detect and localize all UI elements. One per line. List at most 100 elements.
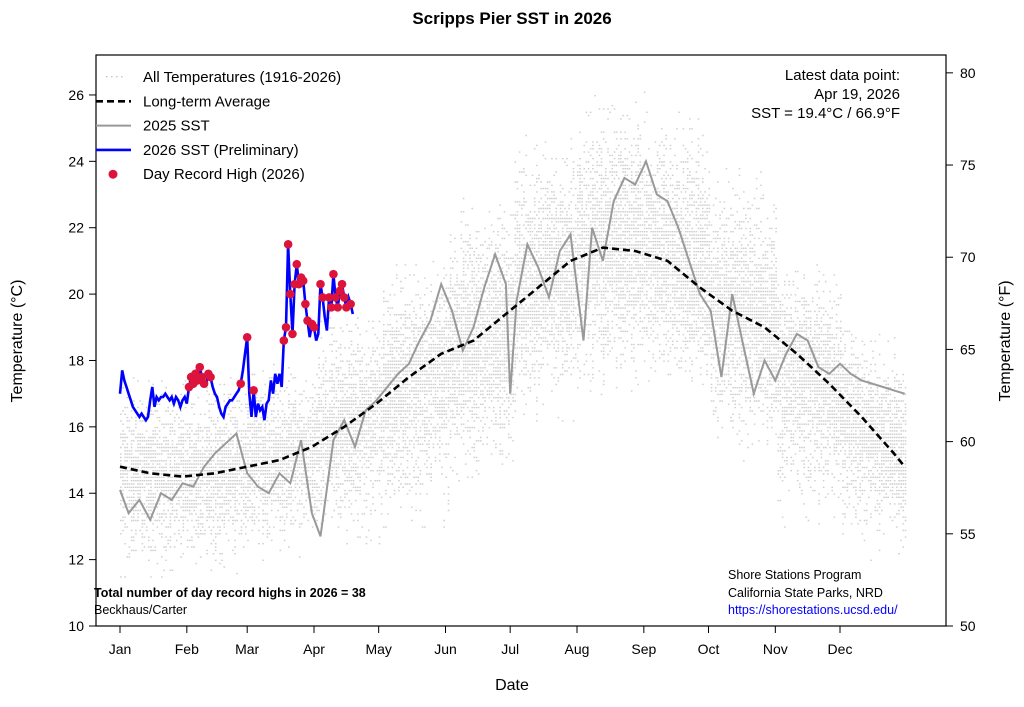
all-temps-day-column: [311, 383, 314, 528]
legend-label: 2025 SST: [143, 118, 210, 135]
all-temps-day-column: [646, 111, 648, 336]
all-temps-day-column: [850, 333, 853, 525]
all-temps-day-column: [652, 174, 655, 359]
all-temps-day-column: [732, 187, 734, 429]
all-temps-day-column: [393, 294, 396, 495]
all-temps-day-column: [775, 207, 777, 435]
all-temps-day-column: [318, 357, 320, 512]
y-tick-label: 14: [68, 485, 84, 501]
all-temps-day-column: [355, 324, 357, 502]
all-temps-day-column: [689, 118, 691, 372]
all-temps-day-column: [827, 314, 829, 495]
all-temps-day-column: [424, 277, 426, 528]
all-temps-day-column: [799, 300, 801, 488]
all-temps-day-column: [505, 231, 508, 459]
all-temps-day-column: [370, 357, 372, 542]
all-temps-day-column: [553, 174, 555, 379]
all-temps-day-column: [749, 207, 752, 412]
record-high-point: [326, 303, 336, 312]
all-temps-day-column: [514, 161, 517, 412]
all-temps-day-column: [501, 224, 504, 465]
y-axis-label-left: Temperature (°C): [9, 280, 26, 403]
latest-label: Latest data point:: [785, 67, 900, 84]
all-temps-day-column: [801, 297, 803, 495]
all-temps-day-column: [383, 290, 385, 528]
all-temps-day-column: [637, 124, 639, 386]
all-temps-day-column: [350, 330, 353, 515]
legend-label: 2026 SST (Preliminary): [143, 142, 299, 159]
all-temps-day-column: [572, 161, 575, 422]
legend-label: All Temperatures (1916-2026): [143, 69, 341, 86]
all-temps-day-column: [326, 380, 329, 502]
all-temps-day-column: [768, 227, 771, 419]
all-temps-day-column: [214, 393, 217, 561]
all-temps-day-column: [781, 294, 784, 518]
y-right-tick-label: 75: [960, 157, 976, 173]
all-temps-day-column: [641, 171, 644, 346]
all-temps-day-column: [264, 383, 266, 522]
all-temps-day-column: [247, 403, 249, 542]
all-temps-day-column: [846, 330, 849, 508]
x-tick-label: Oct: [698, 641, 720, 657]
legend-swatch-points: [121, 76, 123, 78]
all-temps-day-column: [139, 400, 141, 532]
all-temps-day-column: [525, 134, 527, 406]
y-axis-label-right: Temperature (°F): [997, 280, 1014, 401]
all-temps-day-column: [161, 380, 163, 578]
record-high-point: [288, 329, 297, 339]
all-temps-day-column: [154, 397, 157, 552]
all-temps-day-column: [622, 114, 624, 356]
all-temps-day-column: [656, 151, 659, 339]
chart-title: Scripps Pier SST in 2026: [412, 9, 611, 28]
all-temps-day-column: [887, 340, 889, 498]
record-high-point: [206, 372, 215, 382]
all-temps-day-column: [499, 204, 501, 455]
all-temps-day-column: [773, 204, 775, 412]
legend: All Temperatures (1916-2026) Long-term Av…: [96, 69, 341, 183]
all-temps-day-column: [881, 393, 883, 512]
all-temps-day-column: [557, 204, 560, 419]
all-temps-day-column: [286, 387, 288, 518]
all-temps-day-column: [260, 397, 262, 502]
latest-value: SST = 19.4°C / 66.9°F: [751, 105, 900, 122]
all-temps-day-column: [883, 363, 885, 535]
x-tick-label: May: [365, 641, 391, 657]
all-temps-day-column: [132, 377, 135, 552]
all-temps-day-column: [279, 390, 282, 552]
all-temps-day-column: [469, 234, 471, 455]
all-temps-day-column: [122, 387, 124, 532]
all-temps-day-column: [426, 287, 428, 495]
all-temps-day-column: [676, 128, 678, 366]
all-temps-day-column: [531, 174, 534, 372]
all-temps-day-column: [518, 151, 521, 376]
all-temps-day-column: [555, 158, 557, 386]
all-temps-day-column: [663, 144, 665, 362]
all-temps-day-column: [708, 171, 711, 346]
all-temps-day-column: [671, 164, 674, 346]
all-temps-day-column: [837, 297, 840, 498]
org-line-2: California State Parks, NRD: [728, 586, 883, 600]
all-temps-day-column: [870, 340, 872, 561]
all-temps-day-column: [301, 393, 303, 525]
all-temps-day-column: [232, 406, 234, 552]
all-temps-day-column: [615, 131, 618, 389]
all-temps-day-column: [747, 201, 749, 449]
all-temps-day-column: [408, 274, 411, 492]
all-temps-day-column: [605, 141, 607, 346]
all-temps-day-column: [249, 403, 251, 518]
all-temps-day-column: [294, 377, 297, 522]
all-temps-day-column: [201, 430, 204, 535]
all-temps-day-column: [460, 211, 463, 439]
source-link[interactable]: https://shorestations.ucsd.edu/: [728, 603, 898, 617]
all-temps-day-column: [760, 171, 762, 412]
x-axis-label: Date: [495, 677, 529, 694]
all-temps-day-column: [611, 104, 614, 349]
y-tick-label: 18: [68, 352, 84, 368]
all-temps-day-column: [568, 191, 570, 369]
all-temps-day-column: [456, 260, 458, 475]
all-temps-day-column: [805, 300, 808, 518]
all-temps-day-column: [436, 274, 439, 445]
all-temps-day-column: [734, 194, 736, 409]
all-temps-day-column: [367, 320, 370, 532]
